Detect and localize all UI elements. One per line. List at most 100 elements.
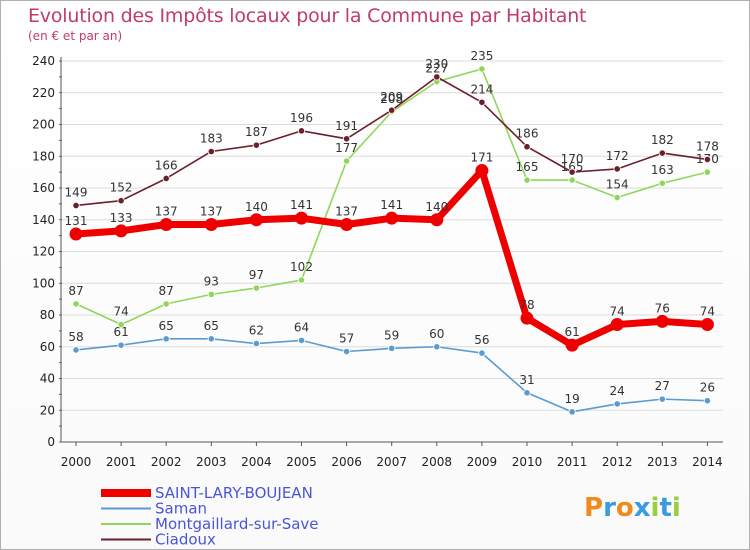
x-tick-label: 2000: [61, 455, 92, 469]
data-label: 19: [564, 392, 579, 406]
data-point: [478, 349, 486, 357]
data-label: 93: [204, 274, 219, 288]
data-label: 102: [290, 260, 313, 274]
data-label: 183: [200, 131, 223, 145]
y-tick-label: 80: [40, 308, 55, 322]
data-point: [249, 213, 263, 227]
data-point: [69, 227, 83, 241]
x-tick-label: 2012: [602, 455, 633, 469]
data-label: 163: [651, 163, 674, 177]
legend: SAINT-LARY-BOUJEANSamanMontgaillard-sur-…: [101, 484, 319, 549]
data-point: [72, 300, 80, 308]
data-label: 60: [429, 327, 444, 341]
data-label: 165: [561, 160, 584, 174]
x-tick-label: 2011: [557, 455, 588, 469]
y-tick-label: 20: [40, 403, 55, 417]
data-label: 152: [110, 181, 133, 195]
data-label: 178: [696, 139, 719, 153]
data-point: [117, 341, 125, 349]
data-label: 187: [245, 125, 268, 139]
data-point: [475, 164, 489, 178]
series-saman: 58 61 65 65 62 64 57 59 60 56 31 19 24 27 26: [68, 319, 715, 416]
data-label: 87: [159, 284, 174, 298]
data-label: 196: [290, 111, 313, 125]
series-ciadoux: 149 152 166 183 187 196 191 209 230 214 186 170 172 1…: [65, 57, 719, 210]
data-label: 61: [113, 325, 128, 339]
x-tick-label: 2005: [286, 455, 317, 469]
data-point: [207, 290, 215, 298]
x-tick-label: 2014: [692, 455, 723, 469]
data-point: [703, 155, 712, 164]
y-tick-label: 140: [32, 213, 55, 227]
data-point: [117, 197, 125, 205]
data-point: [613, 193, 621, 202]
data-label: 59: [384, 328, 399, 342]
data-point: [478, 65, 486, 73]
data-point: [340, 218, 354, 232]
data-point: [297, 127, 306, 135]
data-label: 172: [606, 149, 629, 163]
y-tick-label: 60: [40, 340, 55, 354]
data-label: 65: [204, 319, 219, 333]
data-label: 191: [335, 119, 358, 133]
data-point: [295, 211, 308, 225]
data-label: 171: [470, 151, 493, 165]
data-label: 74: [610, 305, 625, 319]
series-saint-lary-boujean: 131 133 137 137 140 141 137 141 140 171 78 61 74 76 74: [65, 151, 715, 352]
x-tick-label: 2001: [106, 455, 137, 469]
data-point: [252, 339, 260, 348]
data-label: 133: [110, 211, 133, 225]
data-point: [117, 320, 125, 329]
data-label: 141: [290, 198, 313, 212]
y-tick-label: 220: [32, 86, 55, 100]
data-point: [700, 318, 714, 332]
data-point: [297, 276, 306, 284]
data-point: [159, 218, 173, 232]
data-label: 62: [249, 324, 264, 338]
data-point: [478, 98, 486, 106]
y-tick-label: 200: [32, 118, 55, 132]
data-label: 65: [159, 319, 174, 333]
data-point: [207, 335, 215, 343]
legend-label: Saman: [155, 500, 207, 518]
series-montgaillard-sur-save: 87 74 87 93 97 102 177 208 227 235 165 165 154 163 170: [68, 49, 719, 329]
data-label: 186: [516, 127, 539, 141]
y-tick-label: 160: [32, 181, 55, 195]
x-tick-label: 2002: [151, 455, 182, 469]
chart-subtitle: (en € et par an): [28, 29, 123, 43]
x-tick-label: 2006: [331, 455, 362, 469]
data-point: [658, 149, 666, 157]
data-point: [162, 335, 170, 343]
data-point: [655, 314, 669, 328]
data-point: [342, 157, 351, 165]
data-point: [568, 168, 576, 176]
x-tick-label: 2010: [512, 455, 543, 469]
data-label: 140: [245, 200, 268, 214]
data-point: [114, 224, 128, 238]
x-tick-label: 2004: [241, 455, 272, 469]
data-point: [565, 338, 579, 352]
data-point: [433, 343, 441, 351]
data-point: [523, 176, 531, 184]
data-point: [252, 141, 260, 149]
data-label: 26: [700, 381, 715, 395]
data-point: [568, 176, 576, 184]
data-point: [658, 179, 666, 187]
data-point: [385, 211, 399, 225]
data-label: 27: [655, 379, 670, 393]
data-point: [72, 346, 80, 354]
data-label: 208: [380, 92, 403, 106]
data-label: 56: [474, 333, 489, 347]
data-label: 177: [335, 141, 358, 155]
data-point: [388, 106, 396, 114]
data-label: 74: [700, 305, 715, 319]
data-point: [523, 143, 531, 151]
data-point: [658, 395, 666, 403]
data-point: [433, 73, 441, 81]
data-point: [388, 344, 396, 352]
data-label: 227: [425, 62, 448, 76]
data-point: [72, 201, 80, 210]
data-point: [523, 389, 531, 397]
